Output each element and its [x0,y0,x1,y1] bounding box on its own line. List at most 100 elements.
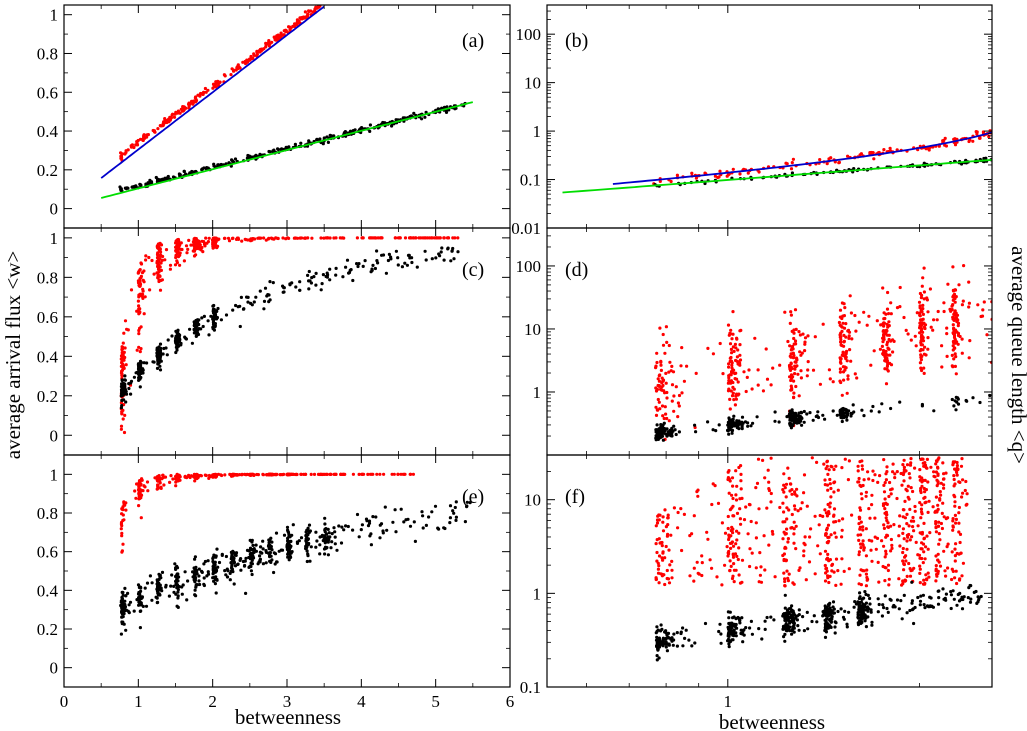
data-point [667,433,672,437]
data-point [891,350,895,354]
data-point [955,340,959,344]
data-point [992,130,995,133]
data-point [778,505,782,510]
data-point [303,472,308,476]
data-point [675,173,680,177]
data-point [789,310,793,314]
data-point [883,331,888,335]
data-point [142,280,146,284]
data-point [1017,121,1020,124]
data-point [758,551,762,555]
data-point [242,564,247,568]
data-point [879,323,883,327]
panel-e: 00.20.40.60.810 1 2 3 4 5 6(e) [37,454,514,711]
data-point [121,590,125,595]
data-point [921,317,925,321]
data-point [787,572,791,576]
data-point [940,344,944,348]
data-point [659,359,663,363]
data-point [120,531,124,535]
data-point [180,592,184,596]
data-point [729,546,733,551]
data-point [851,403,855,407]
data-point [889,406,893,411]
data-point [141,371,145,375]
data-point [773,419,777,423]
data-point [184,244,189,248]
data-point [415,265,419,269]
data-point [274,531,279,535]
data-point [389,257,393,261]
data-point [786,537,791,541]
data-point [120,357,124,361]
data-point [734,498,739,502]
data-point [183,335,187,339]
data-point [250,303,254,307]
data-point [958,334,962,339]
data-point [740,558,745,562]
data-point [302,236,307,240]
data-point [121,542,125,546]
data-point [246,153,250,158]
data-point [789,373,794,377]
data-point [814,414,818,419]
data-point [127,603,131,607]
data-point [429,236,433,240]
data-point [175,576,180,580]
data-point [790,161,794,165]
data-point [667,343,671,348]
data-point [408,472,412,476]
data-point [672,506,677,510]
data-point [327,531,331,535]
data-point [207,236,211,240]
data-point [417,236,421,240]
series-e-1 [119,500,472,636]
data-point [272,570,276,575]
data-point [320,282,324,286]
data-point [738,358,743,362]
data-point [277,35,281,39]
y-tick-label: 10 [524,74,541,93]
data-point [357,535,361,539]
data-point [303,10,307,14]
data-point [685,364,689,368]
data-point [382,472,386,476]
data-point [789,355,793,359]
data-point [735,337,739,341]
data-point [199,327,203,331]
series-b-2 [612,131,992,185]
data-point [862,548,866,552]
data-point [733,403,738,407]
data-point [765,377,770,381]
data-point [706,537,710,541]
data-point [662,389,666,393]
data-point [1004,126,1007,129]
data-point [951,524,955,528]
data-point [153,130,157,134]
data-point [881,340,885,344]
data-point [1014,157,1017,160]
data-point [202,576,206,580]
data-point [837,320,842,325]
data-point [211,559,215,564]
y-tick-label: 0.6 [37,308,58,327]
data-point [360,523,364,527]
data-point [119,406,123,410]
data-point [246,300,250,304]
data-point [730,366,734,370]
data-point [658,326,662,330]
data-point [133,489,137,493]
data-point [942,138,946,143]
panel-label: (c) [462,259,484,281]
data-point [351,129,355,133]
data-point [171,477,175,481]
data-point [137,487,141,491]
data-point [408,256,412,260]
data-point [261,539,265,543]
data-point [735,355,740,359]
data-point [740,415,745,419]
data-point [793,372,797,376]
data-point [965,492,969,496]
data-point [792,379,796,383]
data-point [881,336,885,340]
